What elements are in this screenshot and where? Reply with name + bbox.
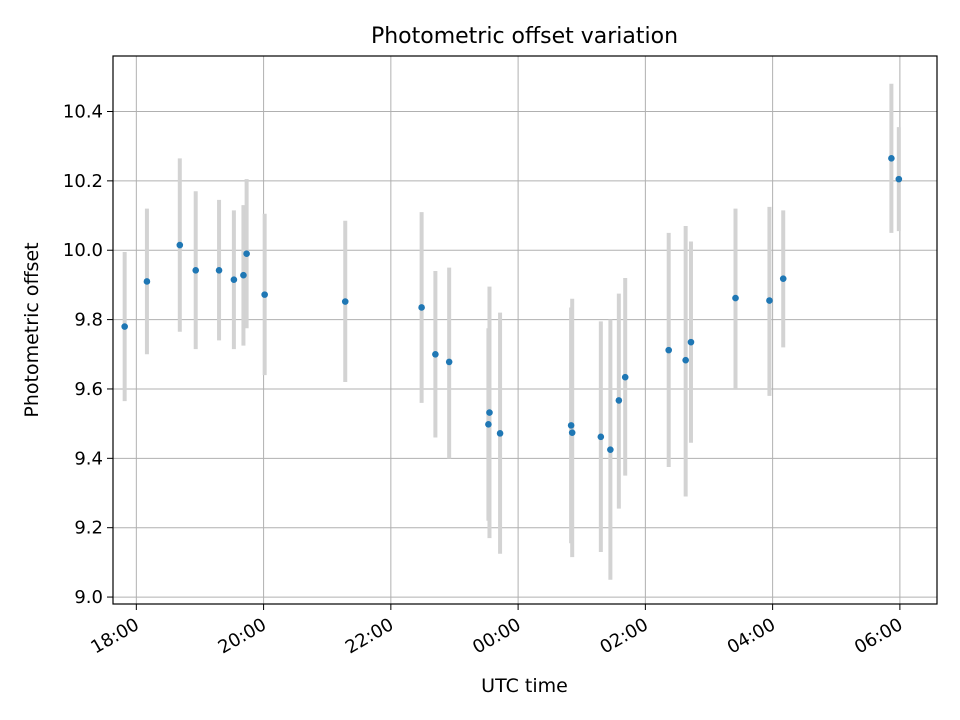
data-point <box>192 267 200 274</box>
y-tick-label: 9.2 <box>74 518 103 539</box>
data-point <box>621 373 629 381</box>
data-point <box>230 276 238 284</box>
y-tick-label: 10.4 <box>63 101 103 122</box>
data-point <box>240 271 247 279</box>
data-points <box>121 155 903 453</box>
data-point <box>766 297 773 304</box>
data-point <box>261 291 268 298</box>
data-point <box>243 250 250 257</box>
data-point <box>432 350 439 358</box>
data-point <box>176 241 184 249</box>
y-axis-label: Photometric offset <box>21 242 43 417</box>
data-point <box>779 275 787 282</box>
data-point <box>215 267 223 274</box>
data-point <box>888 155 895 162</box>
data-point <box>895 175 903 183</box>
data-point <box>341 298 349 305</box>
y-axis: 9.0 9.2 9.4 9.6 9.8 10.0 10.2 10.4 <box>63 101 113 608</box>
data-point <box>486 409 493 416</box>
data-point <box>143 278 151 285</box>
grid <box>113 56 937 604</box>
y-tick-label: 9.0 <box>74 587 103 608</box>
y-tick-label: 10.0 <box>63 240 103 261</box>
y-tick-label: 9.6 <box>74 379 103 400</box>
data-point <box>607 446 614 453</box>
data-point <box>568 429 576 436</box>
chart-title: Photometric offset variation <box>371 24 678 49</box>
data-point <box>418 304 425 311</box>
data-point <box>567 422 575 429</box>
plot-frame <box>112 55 938 605</box>
data-point <box>496 430 504 437</box>
y-tick-label: 9.8 <box>74 310 103 331</box>
data-point <box>687 338 695 346</box>
data-point <box>732 294 739 302</box>
data-point <box>597 433 605 441</box>
data-point <box>682 356 689 364</box>
data-point <box>445 358 453 366</box>
y-tick-label: 10.2 <box>63 171 103 192</box>
data-point <box>615 397 623 404</box>
data-point <box>665 346 672 354</box>
data-point <box>121 323 128 330</box>
x-axis-label: UTC time <box>481 675 568 697</box>
data-point <box>485 421 492 428</box>
y-tick-label: 9.4 <box>74 448 103 469</box>
